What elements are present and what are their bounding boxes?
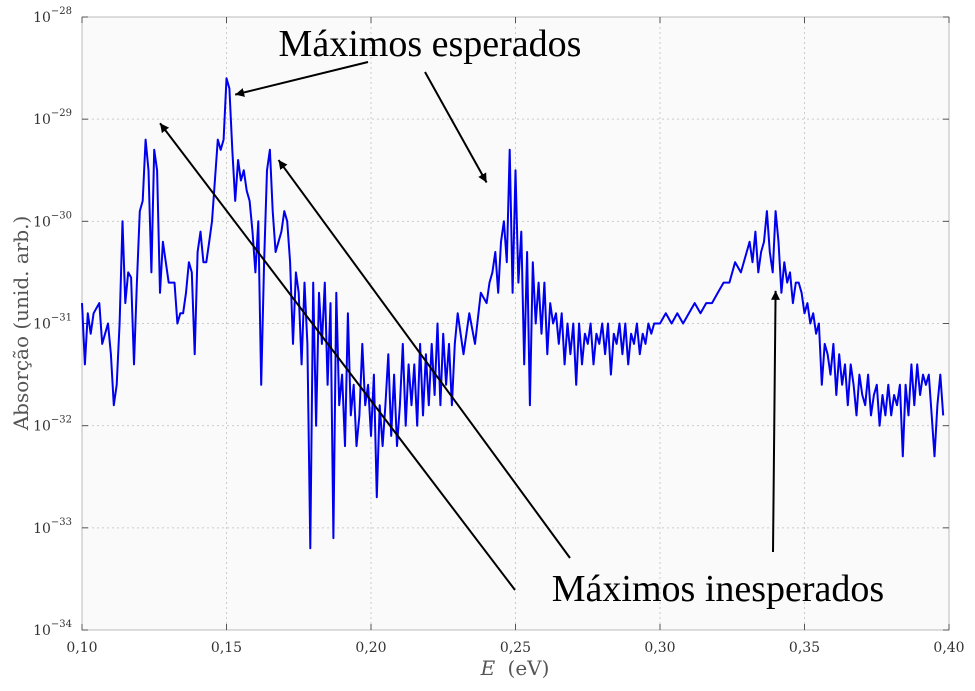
annotation-label: Máximos esperados [279,23,582,65]
x-tick-label: 0,10 [66,640,97,656]
annotation-arrow [159,122,516,591]
x-tick-labels: 0,10 0,15 0,20 0,25 0,30 0,35 0,40 [66,640,964,656]
y-tick-label: 10−31 [33,313,72,333]
series-line [81,77,945,550]
x-tick-label: 0,20 [355,640,386,656]
x-tick-label: 0,35 [789,640,820,656]
x-tick-label: 0,15 [211,640,242,656]
y-tick-label: 10−32 [33,415,72,435]
x-axis-label: E (eV) [480,656,550,680]
y-tick-label: 10−28 [33,6,72,26]
y-tick-label: 10−34 [33,619,72,639]
y-axis-label: Absorção (unid. arb.) [9,216,33,432]
x-axis-unit: (eV) [508,656,550,680]
x-axis-var: E [480,656,496,680]
annotation-arrow [424,71,488,183]
annotation-label: Máximos inesperados [552,568,884,610]
x-tick-label: 0,30 [644,640,675,656]
annotation-arrow [234,61,369,97]
annotation-arrow [771,290,781,553]
x-tick-label: 0,40 [933,640,964,656]
y-tick-label: 10−29 [33,108,72,128]
axis-ticks [81,16,950,631]
y-tick-label: 10−33 [33,517,72,537]
annotations: Máximos esperados Máximos inesperados [159,23,884,610]
annotation-arrow [277,159,571,559]
x-tick-label: 0,25 [500,640,531,656]
y-tick-labels: 10−34 10−33 10−32 10−31 10−30 10−29 10−28 [33,6,72,639]
y-tick-label: 10−30 [33,210,72,230]
